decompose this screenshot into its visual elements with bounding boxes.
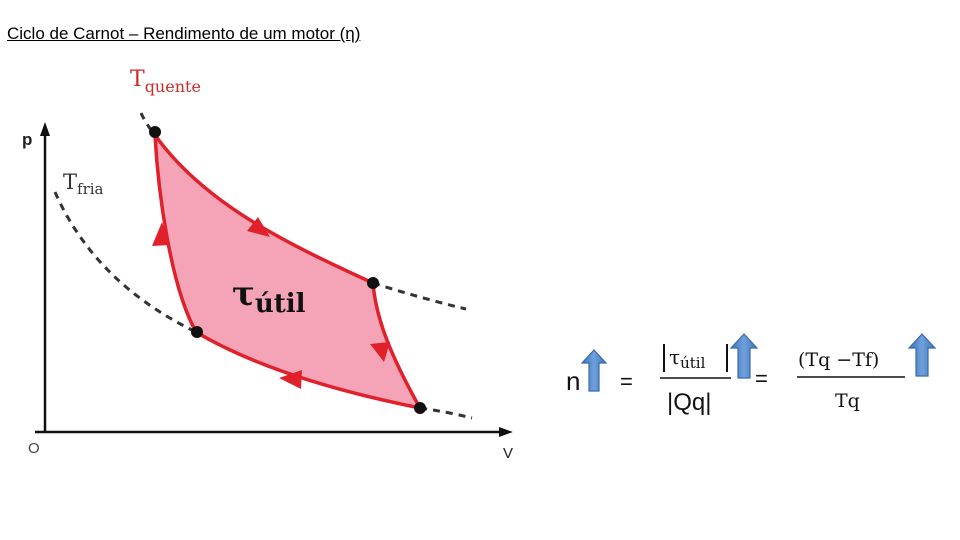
cold-temperature-label: Tfria: [63, 170, 104, 198]
efficiency-symbol: n: [566, 366, 580, 396]
work-increase-arrow: [729, 333, 759, 379]
axis-y-label: p: [22, 130, 32, 149]
hot-temperature-label: Tquente: [130, 67, 201, 96]
fraction2-numerator: (Tq −Tf): [798, 349, 879, 371]
hot-isotherm-upper: [139, 112, 157, 136]
cycle-arrow-bottom: [279, 370, 302, 389]
cold-isotherm-lower: [419, 406, 473, 420]
cycle-arrow-right: [370, 342, 390, 362]
axis-x-label: V: [503, 445, 513, 462]
vertex-c: [414, 402, 426, 414]
slide-title: Ciclo de Carnot – Rendimento de um motor…: [7, 24, 361, 43]
hot-temperature-subscript: quente: [145, 77, 201, 96]
temperature-difference-increase-arrow: [907, 333, 937, 377]
fraction2-denominator: Tq: [835, 390, 860, 412]
hot-temperature-symbol: T: [130, 67, 145, 92]
efficiency-increase-arrow: [580, 349, 608, 392]
cold-temperature-symbol: T: [63, 170, 77, 194]
origin-label: O: [28, 440, 40, 457]
cycle-arrow-top: [247, 217, 270, 237]
numerator-symbol: τ: [669, 345, 680, 369]
useful-work-label: τútil: [232, 274, 306, 319]
cycle-arrow-left: [152, 222, 170, 246]
numerator-subscript: útil: [680, 354, 705, 372]
x-axis-arrowhead: [499, 427, 513, 437]
useful-work-symbol: τ: [232, 274, 255, 314]
vertex-a: [149, 126, 161, 138]
hot-isotherm-lower: [372, 281, 467, 311]
fraction1-denominator: |Qq|: [667, 389, 711, 416]
y-axis-arrowhead: [40, 122, 50, 136]
vertex-b: [367, 277, 379, 289]
cold-temperature-subscript: fria: [77, 180, 104, 198]
equals-sign-1: =: [620, 369, 633, 394]
equals-sign-2: =: [755, 366, 768, 391]
fraction1-numerator: τútil: [669, 345, 706, 372]
useful-work-subscript: útil: [255, 289, 306, 319]
vertex-d: [191, 326, 203, 338]
cycle-area: [153, 133, 422, 410]
